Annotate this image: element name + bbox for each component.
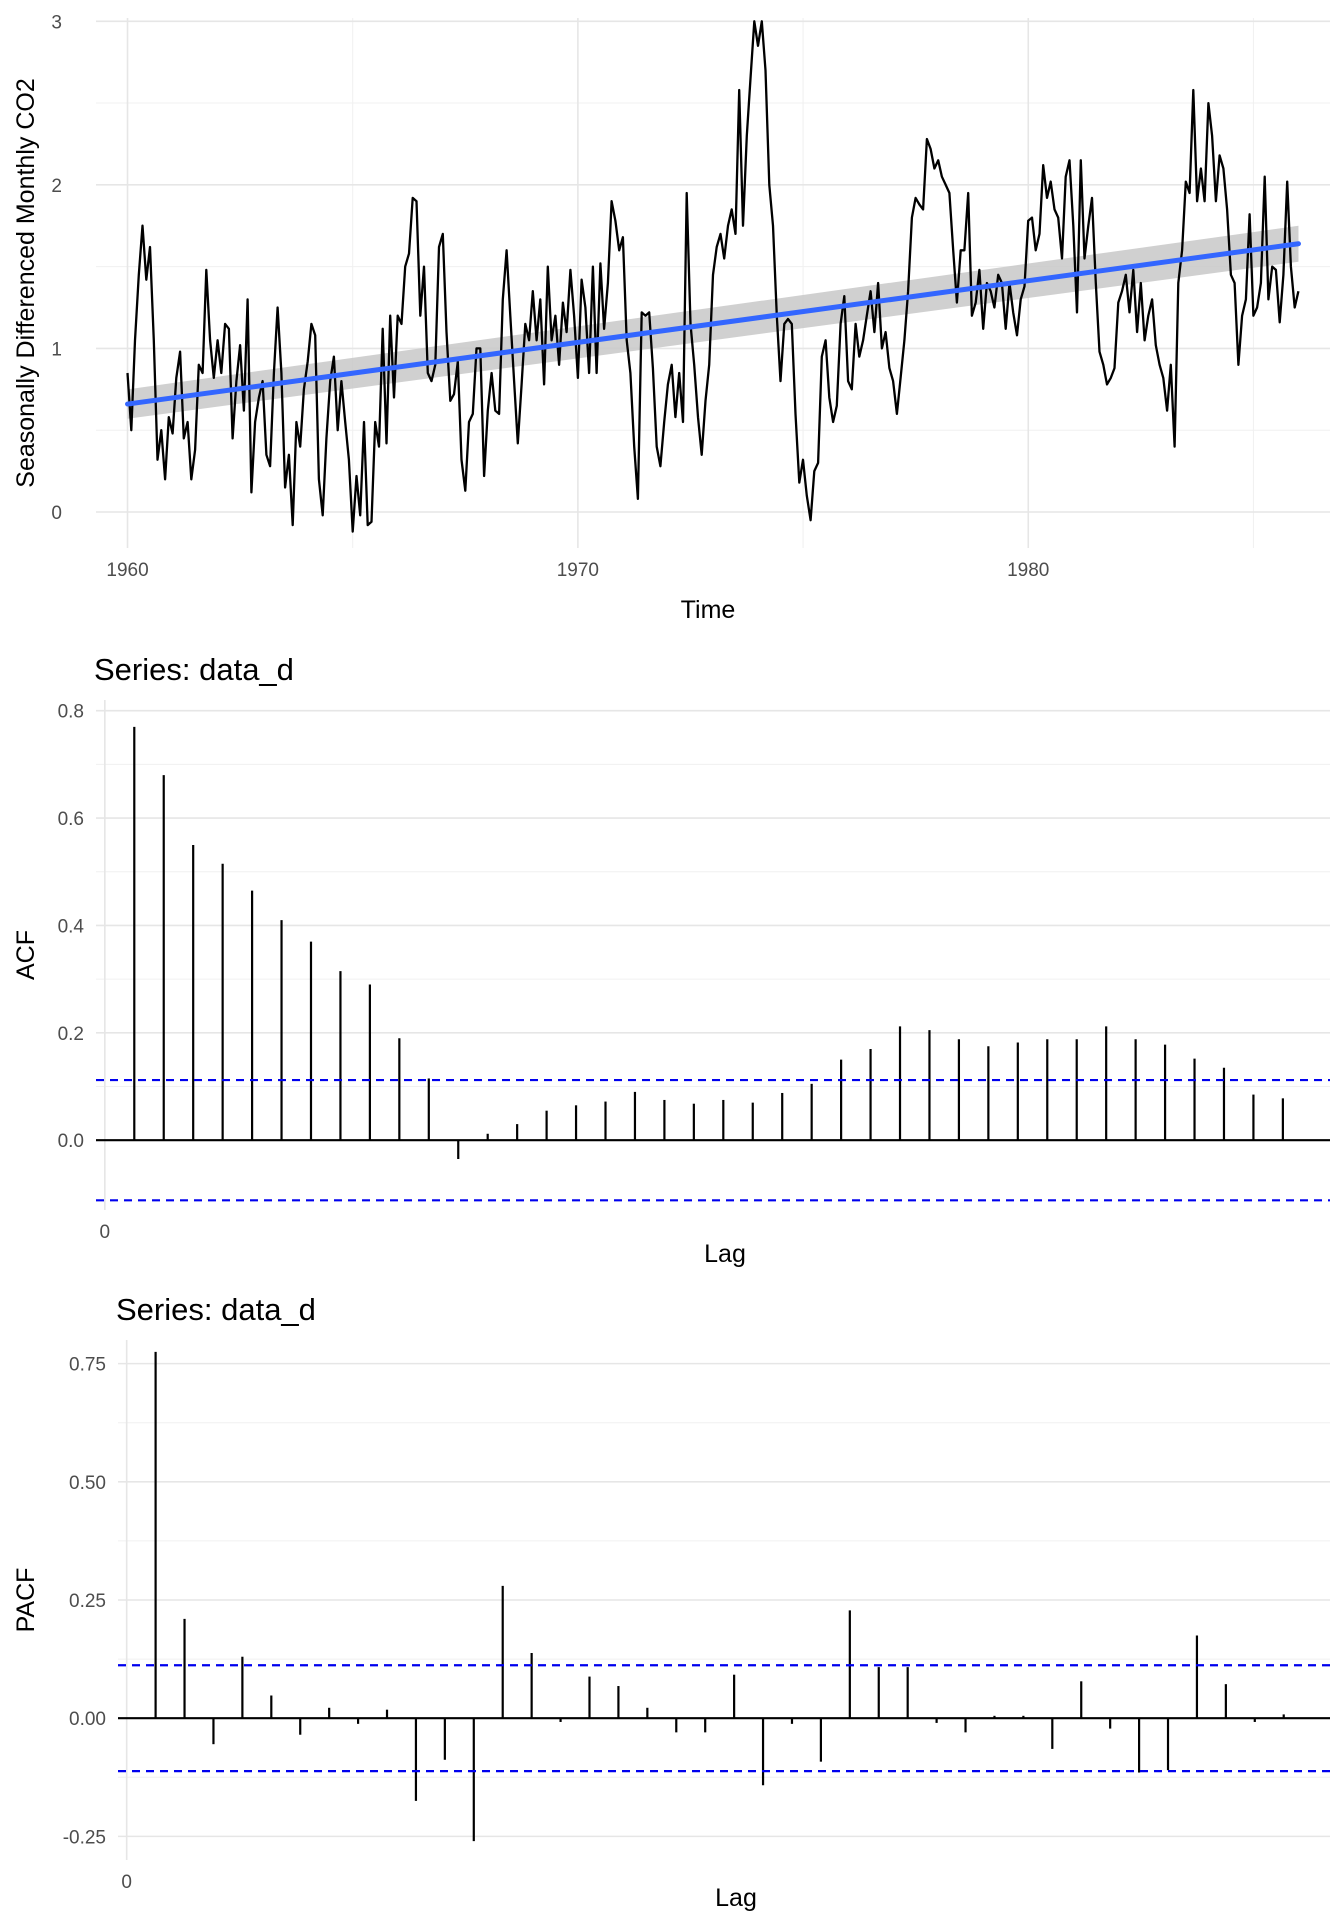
pacf-y-tick-labels: -0.25 0.00 0.25 0.50 0.75	[63, 1355, 106, 1849]
acf-y-axis-title: ACF	[12, 930, 40, 980]
acf-bars	[133, 726, 1284, 1159]
y-tick-label: 0.00	[69, 1709, 106, 1730]
y-tick-label: -0.25	[63, 1827, 106, 1848]
x-tick-label: 1970	[557, 560, 599, 581]
y-tick-label: 0.50	[69, 1473, 106, 1494]
pacf-x-tick-labels: 0	[121, 1872, 132, 1893]
y-tick-label: 0.2	[58, 1024, 84, 1045]
time-y-axis-title: Seasonally Differenced Monthly CO2	[12, 78, 40, 487]
y-tick-label: 0.6	[58, 809, 84, 830]
x-tick-label: 1960	[106, 560, 148, 581]
y-tick-label: 0.75	[69, 1355, 106, 1376]
pacf-plot-title: Series: data_d	[116, 1292, 316, 1327]
y-tick-label: 0.4	[58, 916, 85, 937]
pacf-x-axis-title: Lag	[715, 1884, 757, 1912]
acf-y-tick-labels: 0.0 0.2 0.4 0.6 0.8	[58, 702, 85, 1152]
co2-series-line	[126, 20, 1300, 533]
time-x-tick-labels: 1960 1970 1980	[106, 560, 1049, 581]
y-tick-label: 3	[51, 12, 62, 33]
acf-plot-title: Series: data_d	[94, 652, 294, 687]
time-series-panel: 1960 1970 1980 0 1 2 3 Time Seasonally Differ…	[12, 12, 1330, 624]
pacf-gridlines	[118, 1340, 1330, 1860]
pacf-y-axis-title: PACF	[12, 1568, 40, 1633]
y-tick-label: 0.8	[58, 702, 84, 723]
y-tick-label: 0	[51, 503, 62, 524]
x-tick-label: 1980	[1007, 560, 1049, 581]
y-tick-label: 0.0	[58, 1131, 84, 1152]
time-x-axis-title: Time	[681, 596, 736, 624]
pacf-panel: Series: data_d 0 -0.25 0.00 0.25 0.50 0.75 L…	[12, 1292, 1330, 1912]
trend-line	[125, 241, 1301, 407]
x-tick-label: 0	[121, 1872, 132, 1893]
x-tick-label: 0	[100, 1222, 111, 1243]
y-tick-label: 2	[51, 176, 62, 197]
y-tick-label: 0.25	[69, 1591, 106, 1612]
acf-panel: Series: data_d 0 0.0 0.2 0.4 0.6 0.8 Lag ACF	[12, 652, 1330, 1268]
acf-x-tick-labels: 0	[100, 1222, 111, 1243]
acf-x-axis-title: Lag	[704, 1240, 746, 1268]
time-y-tick-labels: 0 1 2 3	[51, 12, 62, 524]
pacf-bars	[154, 1351, 1285, 1842]
y-tick-label: 1	[51, 339, 62, 360]
